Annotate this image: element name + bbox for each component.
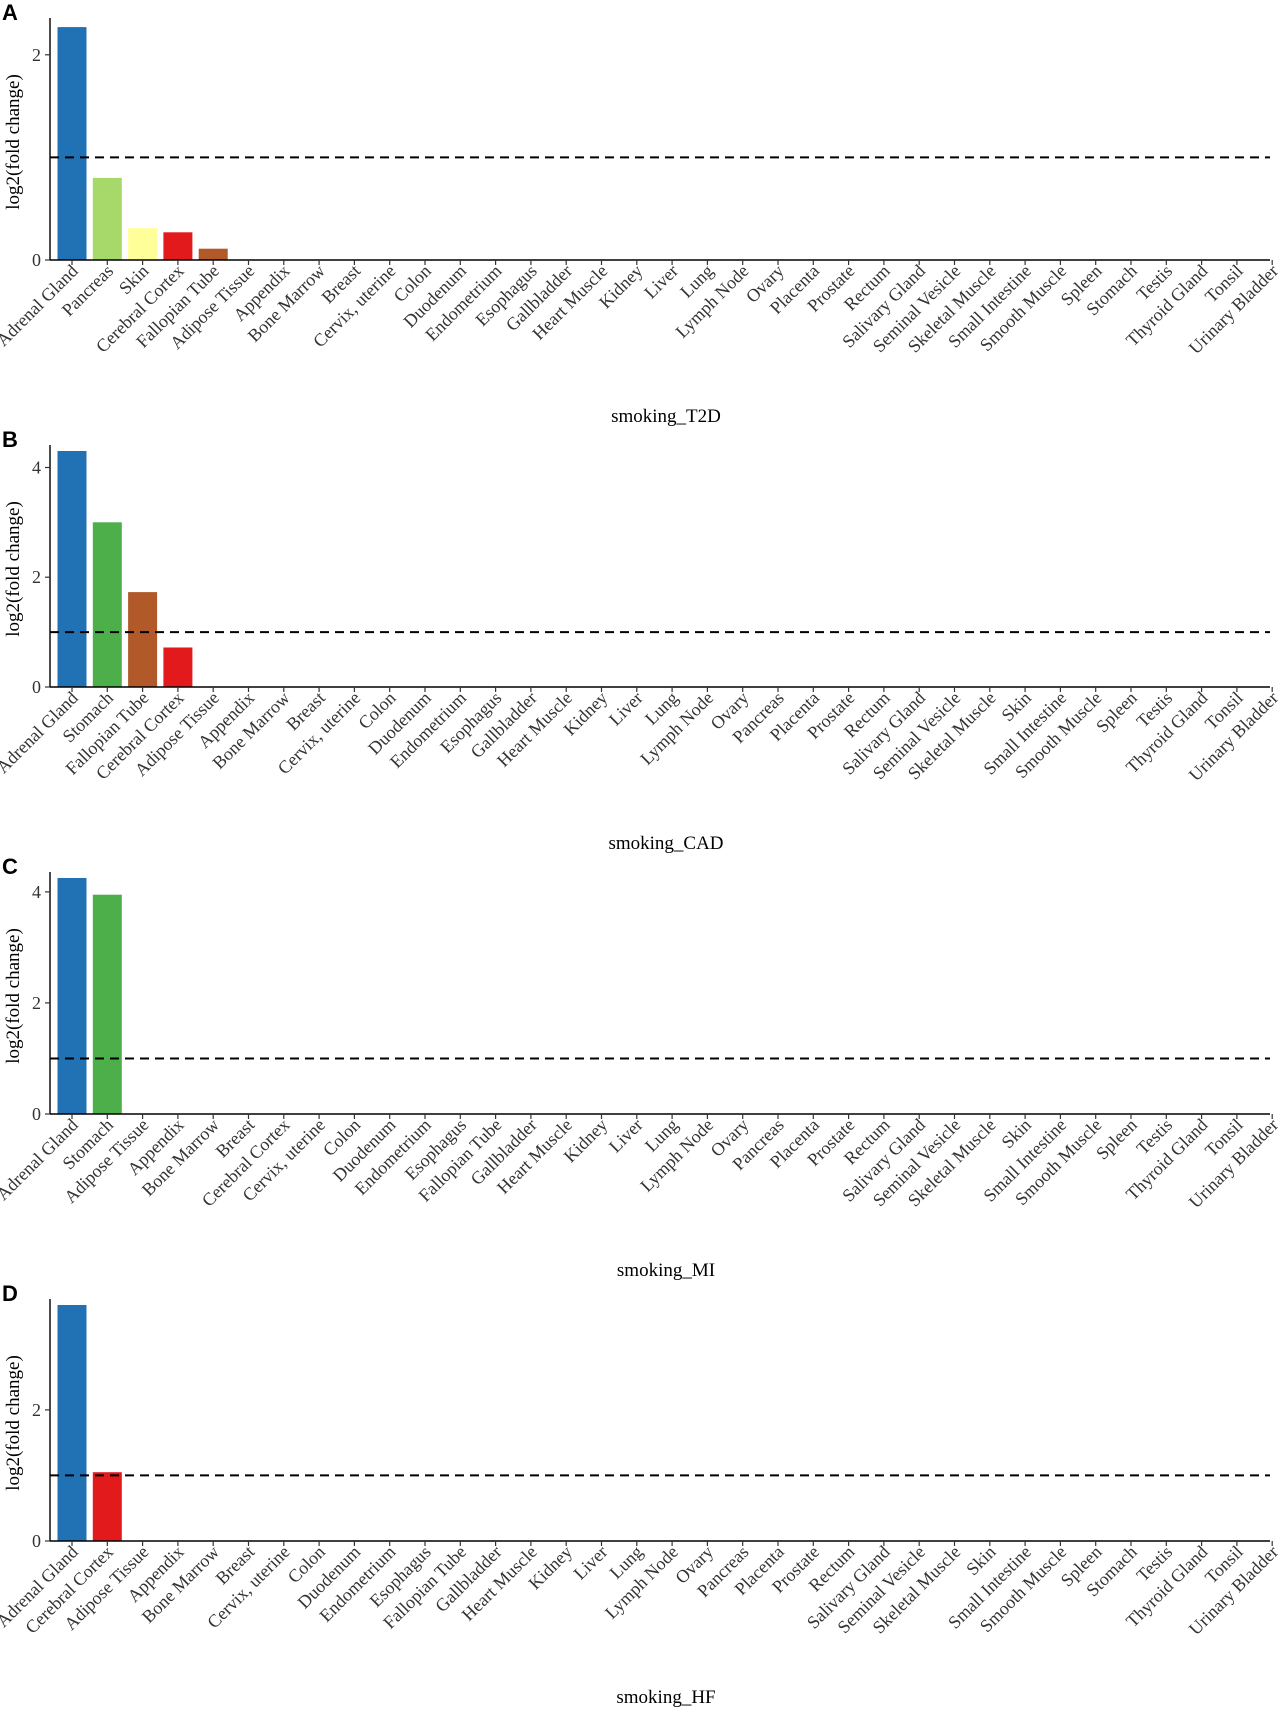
y-tick-label: 0 xyxy=(32,250,41,270)
bar xyxy=(92,1472,122,1541)
bar xyxy=(92,177,122,260)
bar xyxy=(163,647,193,687)
bar xyxy=(57,1305,87,1541)
x-axis-title: smoking_CAD xyxy=(608,833,723,854)
y-tick-label: 0 xyxy=(32,1104,41,1124)
panel-letter: B xyxy=(2,427,18,452)
y-tick-label: 4 xyxy=(32,882,41,902)
bar xyxy=(128,228,158,260)
y-tick-label: 0 xyxy=(32,677,41,697)
x-axis-title: smoking_T2D xyxy=(611,406,721,427)
x-axis-title: smoking_MI xyxy=(617,1260,715,1281)
y-tick-label: 4 xyxy=(32,458,41,478)
x-tick-label: Liver xyxy=(640,261,682,303)
x-tick-label: Liver xyxy=(605,688,647,730)
y-axis-title: log2(fold change) xyxy=(3,501,24,637)
y-tick-label: 2 xyxy=(32,45,41,65)
y-tick-label: 0 xyxy=(32,1531,41,1551)
bar xyxy=(128,592,158,687)
y-tick-label: 2 xyxy=(32,993,41,1013)
bar xyxy=(57,878,87,1114)
panel-letter: C xyxy=(2,854,18,879)
panel-letter: A xyxy=(2,0,18,25)
y-tick-label: 2 xyxy=(32,567,41,587)
panel-letter: D xyxy=(2,1281,18,1306)
bar xyxy=(92,522,122,687)
x-axis-title: smoking_HF xyxy=(616,1687,715,1708)
y-axis-title: log2(fold change) xyxy=(3,1355,24,1491)
bar xyxy=(163,232,193,260)
y-tick-label: 2 xyxy=(32,1400,41,1420)
bar xyxy=(57,451,87,687)
x-tick-label: Liver xyxy=(605,1115,647,1157)
bar xyxy=(92,894,122,1114)
bar xyxy=(57,27,87,260)
y-axis-title: log2(fold change) xyxy=(3,928,24,1064)
y-axis-title: log2(fold change) xyxy=(3,74,24,210)
bar xyxy=(198,248,228,260)
x-tick-label: Spleen xyxy=(1092,1115,1141,1164)
x-tick-label: Liver xyxy=(570,1542,612,1584)
x-tick-label: Spleen xyxy=(1092,688,1141,737)
